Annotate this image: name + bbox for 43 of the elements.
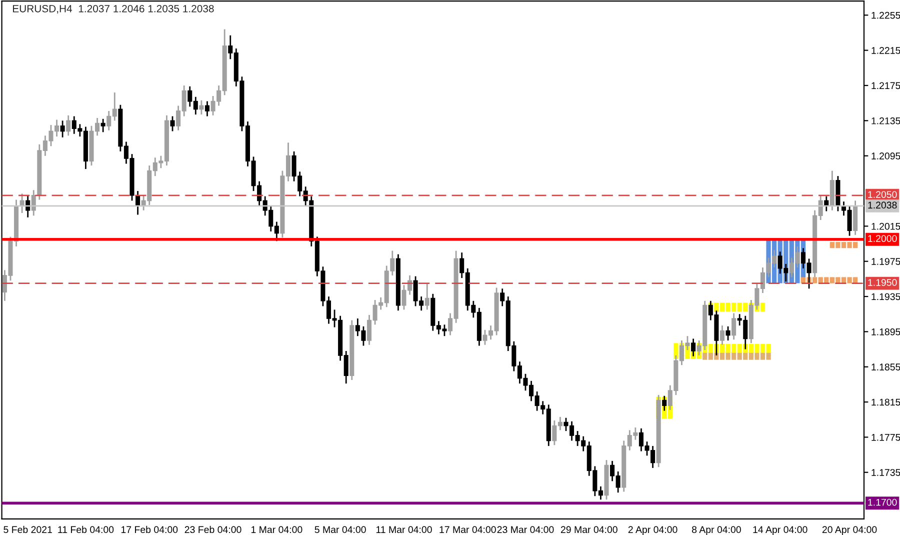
candlestick [60,120,65,138]
y-tick-label: 1.1815 [872,398,900,406]
y-tick-label: 1.1735 [872,469,900,476]
x-tick-label: 20 Apr 04:00 [822,526,877,535]
x-tick-label: 1 Mar 04:00 [251,526,302,534]
y-tick-label: 1.1855 [872,364,900,370]
y-tick-label: 1.2175 [872,82,900,90]
x-tick-label: 8 Apr 04:00 [692,526,741,535]
x-tick-label: 29 Mar 04:00 [560,526,618,534]
chart-title: EURUSD,H4 1.2037 1.2046 1.2035 1.2038 [13,4,214,14]
x-tick-label: 17 Mar 04:00 [440,526,496,534]
x-tick-label: 17 Feb 04:00 [121,526,178,534]
x-tick-label: 14 Apr 04:00 [753,526,808,535]
candlestick [732,312,736,340]
ref-line-label: 1.2038 [868,202,897,209]
ref-line-label: 1.2050 [868,191,897,198]
y-tick-label: 1.1895 [872,328,900,336]
y-tick-label: 1.2215 [872,47,900,54]
candlestick [66,114,71,136]
y-tick-label: 1.2015 [872,222,900,230]
candlestick [100,118,106,133]
x-tick-label: 23 Feb 04:00 [184,526,242,534]
x-tick-label: 2 Apr 04:00 [628,526,678,535]
y-tick-label: 1.1935 [872,293,900,300]
ref-line-label: 1.1700 [868,498,897,506]
x-tick-label: 5 Feb 2021 [4,526,52,534]
x-tick-label: 23 Mar 04:00 [497,526,554,534]
candlestick [424,282,430,310]
y-tick-label: 1.1975 [872,258,900,265]
x-tick-label: 5 Mar 04:00 [314,526,366,534]
y-tick-label: 1.1775 [872,434,900,441]
candlestick [170,116,175,132]
x-tick-label: 11 Feb 04:00 [58,526,114,534]
ref-line-label: 1.2000 [868,235,897,242]
candlestick [691,338,696,357]
y-tick-label: 1.2095 [872,152,900,160]
ref-line-label: 1.1950 [868,279,897,286]
x-tick-label: 11 Mar 04:00 [376,526,432,534]
candlestick [726,326,730,342]
candlestick [199,100,204,116]
y-tick-label: 1.2255 [872,12,900,19]
candlestick [204,100,210,117]
y-tick-label: 1.2135 [872,117,900,124]
